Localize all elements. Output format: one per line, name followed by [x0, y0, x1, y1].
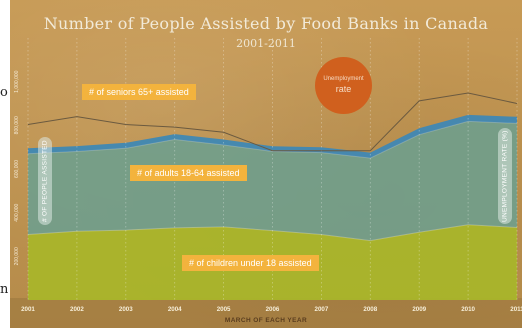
- left-edge-text-fragment: o: [0, 85, 8, 100]
- area-series-3: [28, 114, 517, 159]
- unemployment-bubble-big-text: rate: [335, 84, 352, 94]
- area-series-2: [28, 121, 517, 241]
- x-tick-label: 2005: [217, 306, 231, 313]
- x-tick-label: 2011: [510, 306, 522, 313]
- chart-title: Number of People Assisted by Food Banks …: [43, 14, 489, 33]
- adults-boundary-line: [27, 120, 518, 159]
- y-tick-label: 600,000: [14, 160, 20, 178]
- y-axis-label-right: UNEMPLOYMENT RATE (%): [498, 128, 512, 224]
- y-tick-label: 1,000,000: [14, 70, 20, 92]
- y-tick-label: 200,000: [14, 247, 20, 265]
- x-axis-title: MARCH OF EACH YEAR: [224, 317, 308, 324]
- x-tick-label: 2008: [363, 306, 377, 313]
- series-label-seniors: # of seniors 65+ assisted: [82, 84, 196, 100]
- x-tick-label: 2010: [461, 306, 475, 313]
- series-label-adults: # of adults 18-64 assisted: [130, 165, 247, 181]
- infographic-canvas: 200,000 400,000 600,000 800,000 1,000,000 200…: [10, 0, 522, 328]
- x-tick-label: 2003: [119, 306, 133, 313]
- unemployment-bubble-small-text: Unemployment: [323, 76, 364, 82]
- chart-subtitle: 2001-2011: [236, 37, 296, 50]
- unemployment-rate-bubble: Unemployment rate: [315, 57, 372, 114]
- series-label-children: # of children under 18 assisted: [182, 255, 319, 271]
- x-tick-label: 2009: [412, 306, 426, 313]
- unemployment-rate-line: [27, 92, 518, 152]
- x-tick-label: 2002: [70, 306, 84, 313]
- x-tick-label: 2004: [168, 306, 182, 313]
- y-axis-label-left: # OF PEOPLE ASSISTED: [38, 137, 52, 225]
- x-axis-band: [10, 298, 522, 328]
- left-edge-text-fragment: n: [0, 282, 9, 297]
- x-tick-label: 2006: [266, 306, 280, 313]
- y-tick-label: 400,000: [14, 203, 20, 221]
- x-tick-label: 2007: [315, 306, 329, 313]
- children-boundary-line: [27, 224, 518, 242]
- y-tick-label: 800,000: [14, 116, 20, 134]
- x-tick-label: 2001: [21, 306, 35, 313]
